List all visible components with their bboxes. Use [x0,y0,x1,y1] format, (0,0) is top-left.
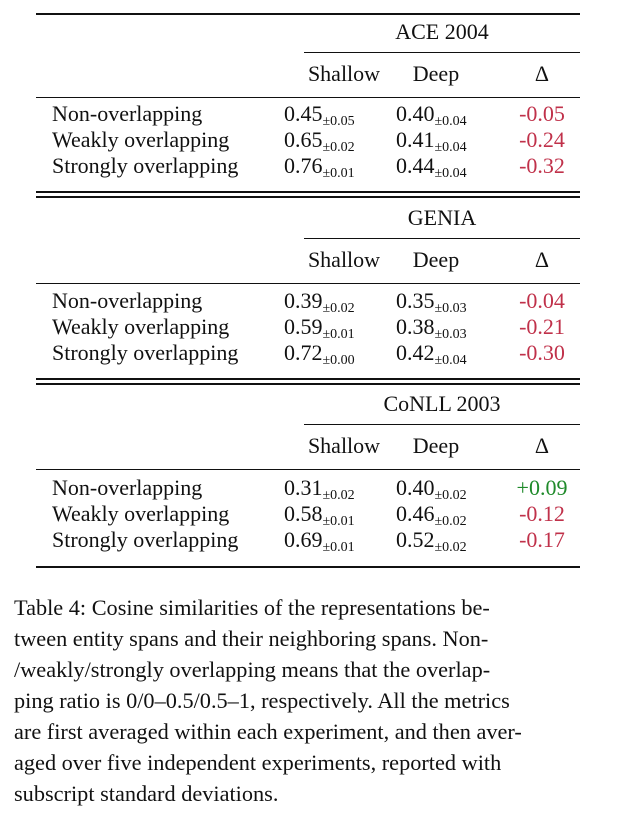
shallow-mean: 0.45 [284,101,323,126]
header-rule [36,97,580,98]
shallow-value: 0.69±0.01 [284,527,355,555]
shallow-sd: ±0.01 [322,166,355,181]
top-rule [36,13,580,15]
deep-mean: 0.42 [396,340,435,365]
deep-mean: 0.41 [396,127,435,152]
deep-sd: ±0.03 [434,301,467,316]
row-label: Non-overlapping [52,475,203,500]
deep-mean: 0.40 [396,101,435,126]
header-rule [36,283,580,284]
delta-value: -0.12 [519,501,565,526]
header-rule [36,469,580,470]
shallow-mean: 0.59 [284,314,323,339]
deep-mean: 0.44 [396,153,435,178]
table-caption: Table 4: Cosine similarities of the repr… [14,595,522,806]
section-double-rule [36,191,580,193]
shallow-sd: ±0.02 [322,140,355,155]
section-cmidrule [304,52,580,53]
delta-value: -0.32 [519,153,565,178]
deep-sd: ±0.02 [434,514,467,529]
section-title: CoNLL 2003 [383,391,501,416]
delta-value: +0.09 [516,475,568,500]
row-label: Strongly overlapping [52,340,239,365]
deep-value: 0.40±0.02 [396,475,467,503]
bottom-rule [36,566,580,568]
shallow-sd: ±0.01 [322,327,355,342]
shallow-mean: 0.65 [284,127,323,152]
column-header-deep: Deep [412,433,460,458]
deep-sd: ±0.04 [434,166,467,181]
deep-value: 0.35±0.03 [396,288,467,316]
shallow-sd: ±0.02 [322,301,355,316]
deep-value: 0.41±0.04 [396,127,467,155]
deep-mean: 0.40 [396,475,435,500]
column-header-deep: Deep [412,247,460,272]
section-double-rule [36,383,580,385]
shallow-mean: 0.58 [284,501,323,526]
deep-value: 0.46±0.02 [396,501,467,529]
deep-mean: 0.35 [396,288,435,313]
shallow-mean: 0.76 [284,153,323,178]
section-cmidrule [304,238,580,239]
row-label: Non-overlapping [52,101,203,126]
column-header-delta: Δ [534,433,550,458]
shallow-sd: ±0.01 [322,540,355,555]
shallow-value: 0.31±0.02 [284,475,355,503]
deep-sd: ±0.03 [434,327,467,342]
column-header-shallow: Shallow [307,247,381,272]
deep-sd: ±0.02 [434,488,467,503]
deep-sd: ±0.04 [434,353,467,368]
shallow-value: 0.59±0.01 [284,314,355,342]
row-label: Strongly overlapping [52,153,239,178]
row-label: Strongly overlapping [52,527,239,552]
column-header-delta: Δ [534,247,550,272]
row-label: Weakly overlapping [52,501,230,526]
delta-value: -0.04 [519,288,565,313]
row-label: Weakly overlapping [52,127,230,152]
row-label: Weakly overlapping [52,314,230,339]
shallow-value: 0.45±0.05 [284,101,355,129]
section-title: GENIA [407,205,477,230]
deep-value: 0.38±0.03 [396,314,467,342]
section-double-rule [36,378,580,380]
deep-mean: 0.38 [396,314,435,339]
delta-value: -0.24 [519,127,565,152]
deep-sd: ±0.04 [434,140,467,155]
column-header-deep: Deep [412,61,460,86]
shallow-mean: 0.72 [284,340,323,365]
delta-value: -0.30 [519,340,565,365]
column-header-delta: Δ [534,61,550,86]
shallow-sd: ±0.02 [322,488,355,503]
deep-mean: 0.46 [396,501,435,526]
shallow-mean: 0.31 [284,475,323,500]
shallow-value: 0.39±0.02 [284,288,355,316]
deep-value: 0.52±0.02 [396,527,467,555]
deep-value: 0.40±0.04 [396,101,467,129]
shallow-mean: 0.39 [284,288,323,313]
shallow-value: 0.72±0.00 [284,340,355,368]
deep-value: 0.44±0.04 [396,153,467,181]
shallow-value: 0.65±0.02 [284,127,355,155]
shallow-sd: ±0.01 [322,514,355,529]
delta-value: -0.21 [519,314,565,339]
shallow-mean: 0.69 [284,527,323,552]
column-header-shallow: Shallow [307,433,381,458]
row-label: Non-overlapping [52,288,203,313]
column-header-shallow: Shallow [307,61,381,86]
delta-value: -0.05 [519,101,565,126]
shallow-value: 0.58±0.01 [284,501,355,529]
section-title: ACE 2004 [395,19,489,44]
shallow-sd: ±0.00 [322,353,355,368]
section-double-rule [36,196,580,198]
shallow-value: 0.76±0.01 [284,153,355,181]
deep-value: 0.42±0.04 [396,340,467,368]
delta-value: -0.17 [519,527,565,552]
deep-sd: ±0.02 [434,540,467,555]
section-cmidrule [304,424,580,425]
deep-mean: 0.52 [396,527,435,552]
deep-sd: ±0.04 [434,114,467,129]
shallow-sd: ±0.05 [322,114,355,129]
